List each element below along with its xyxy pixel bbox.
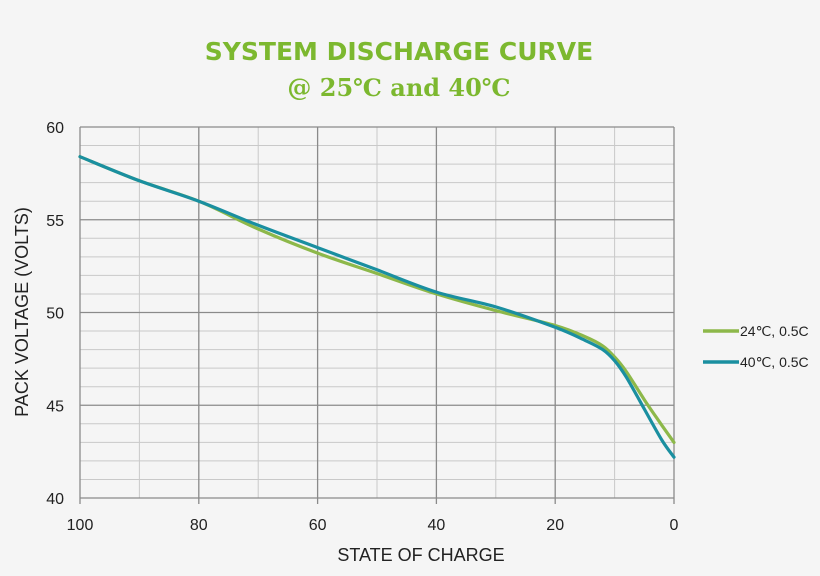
x-axis-ticks: 100 80 60 40 20 0 bbox=[67, 517, 679, 534]
legend-label: 40℃, 0.5C bbox=[740, 354, 809, 370]
series-line-40c bbox=[78, 155, 676, 459]
legend: 24℃, 0.5C 40℃, 0.5C bbox=[703, 323, 809, 370]
x-axis-label: STATE OF CHARGE bbox=[337, 545, 504, 565]
y-tick-label: 45 bbox=[46, 398, 64, 415]
x-tick-label: 60 bbox=[309, 517, 327, 534]
y-axis-ticks: 40 45 50 55 60 bbox=[46, 120, 64, 508]
y-axis-label: PACK VOLTAGE (VOLTS) bbox=[12, 207, 32, 417]
y-tick-label: 60 bbox=[46, 120, 64, 137]
x-tick-label: 80 bbox=[190, 517, 208, 534]
major-gridlines bbox=[79, 126, 675, 504]
series-lines bbox=[78, 155, 676, 459]
chart-subtitle: @ 25℃ and 40℃ bbox=[287, 73, 510, 102]
x-tick-label: 20 bbox=[546, 517, 564, 534]
y-tick-label: 55 bbox=[46, 213, 64, 230]
x-tick-label: 0 bbox=[670, 517, 679, 534]
x-tick-label: 100 bbox=[67, 517, 94, 534]
chart-title: SYSTEM DISCHARGE CURVE bbox=[205, 37, 593, 66]
minor-gridlines bbox=[80, 127, 674, 498]
legend-label: 24℃, 0.5C bbox=[740, 323, 809, 339]
x-tick-label: 40 bbox=[428, 517, 446, 534]
y-tick-label: 50 bbox=[46, 306, 64, 323]
y-tick-label: 40 bbox=[46, 491, 64, 508]
